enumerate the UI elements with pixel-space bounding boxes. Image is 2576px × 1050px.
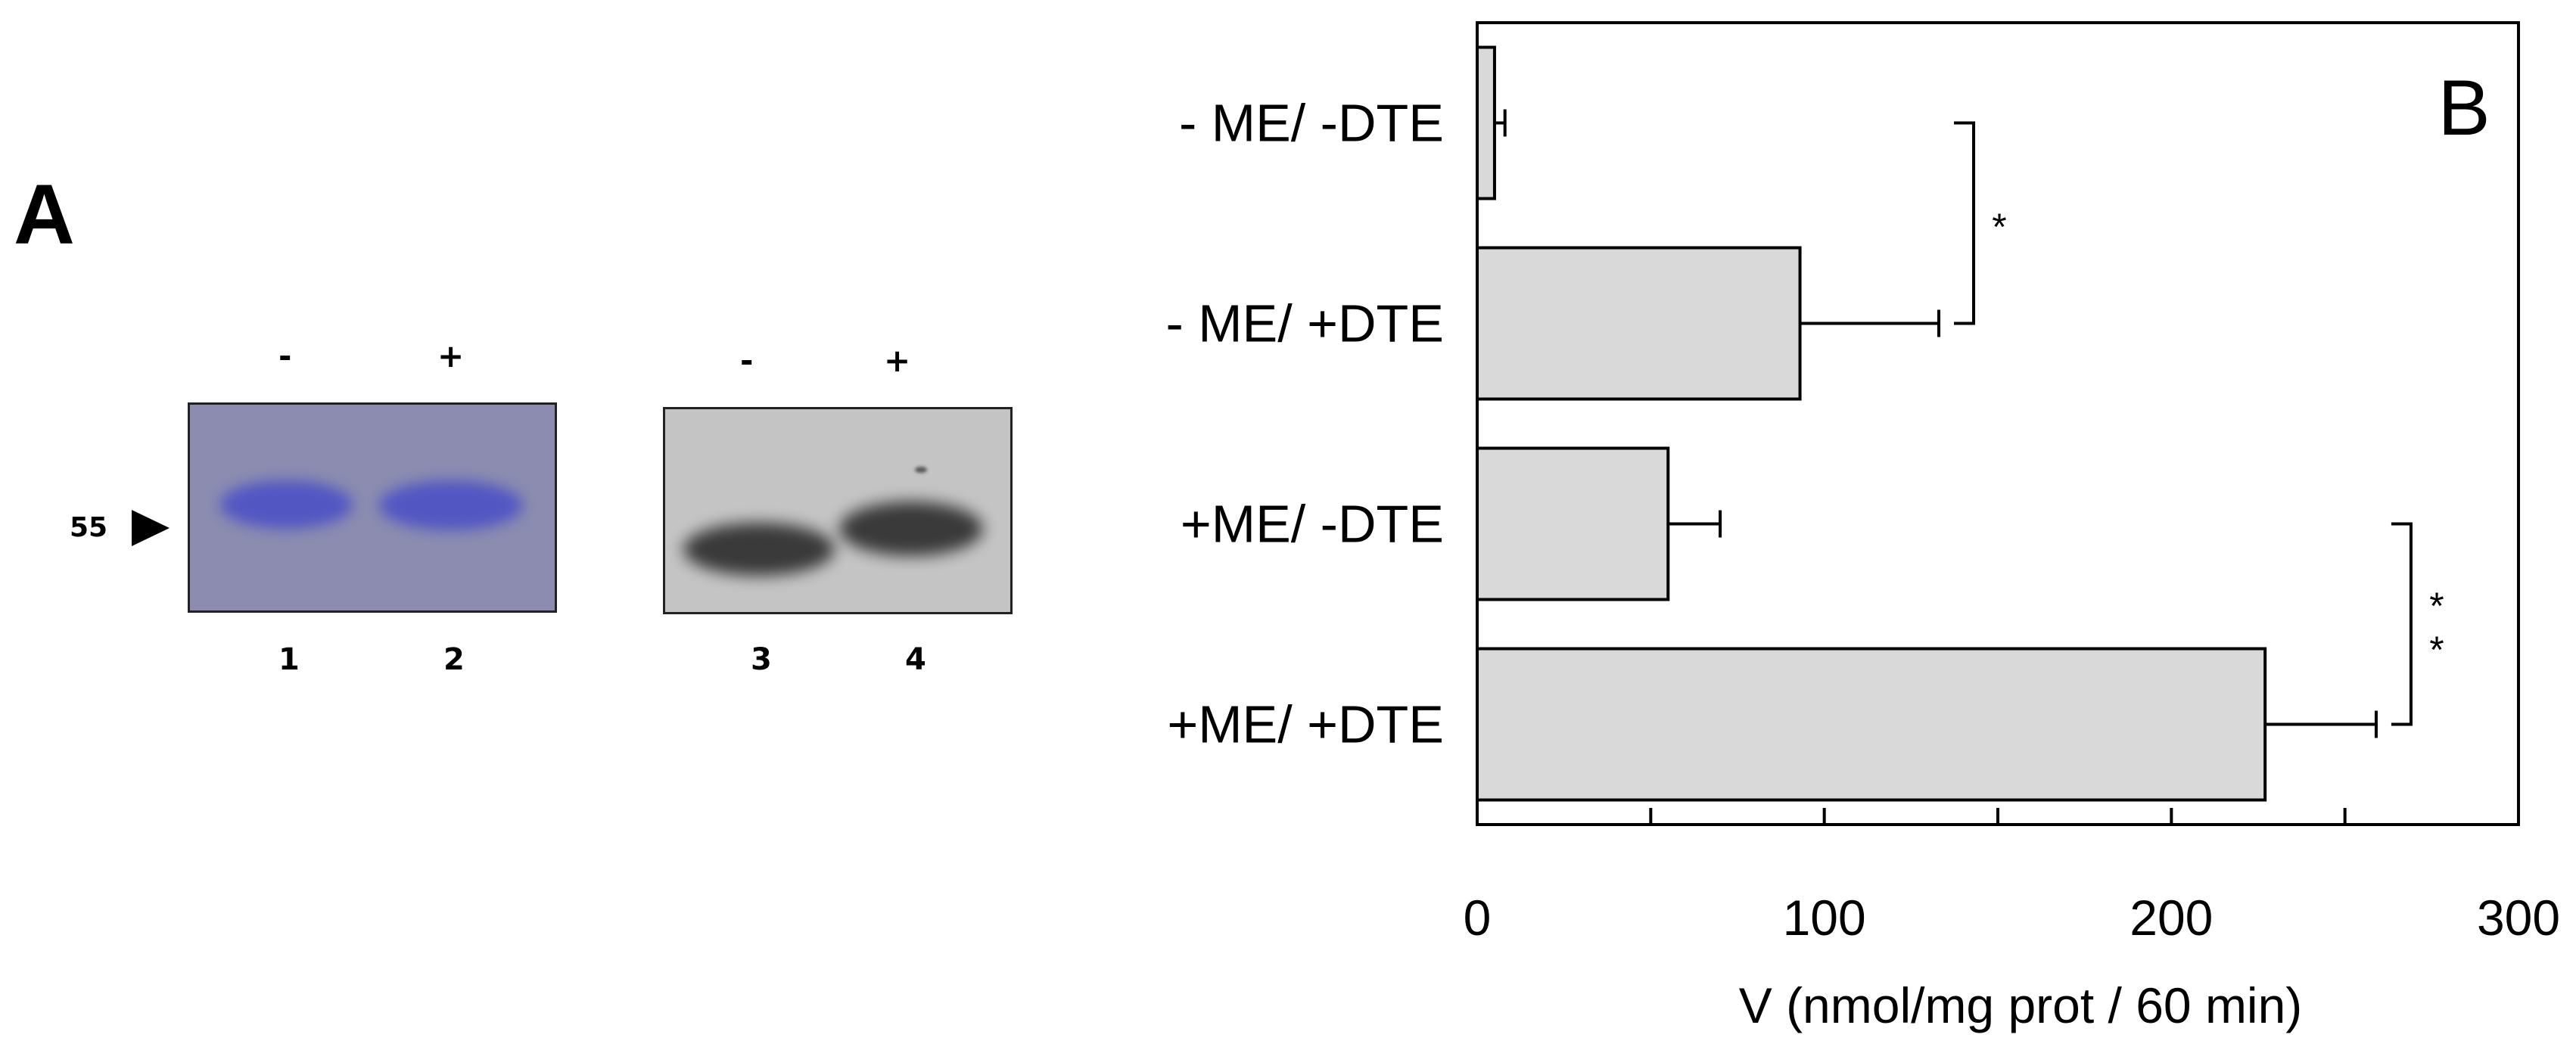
gel-2-plus-label: + (884, 342, 911, 379)
gel-1-minus-label: - (278, 337, 292, 374)
lane-number-4: 4 (905, 642, 926, 677)
category-label-2: - ME/ +DTE (1165, 294, 1444, 353)
bar-2 (1476, 246, 1802, 401)
panel-a-letter: A (14, 167, 75, 262)
x-tick-label-100: 100 (1783, 890, 1866, 946)
bar-4 (1476, 647, 2267, 802)
significance-bracket-2 (2391, 522, 2413, 726)
x-tick-label-300: 300 (2477, 890, 2560, 946)
category-label-3: +ME/ -DTE (1181, 495, 1444, 554)
blot-band-lane-3 (683, 523, 835, 576)
panel-b-letter: B (2438, 64, 2490, 152)
x-axis-label: V (nmol/mg prot / 60 min) (1739, 977, 2303, 1033)
gel-band-lane-1 (220, 480, 353, 529)
gel-2-minus-label: - (740, 342, 754, 379)
category-label-4: +ME/ +DTE (1167, 695, 1444, 754)
significance-bracket-1 (1954, 121, 1976, 325)
category-label-1: - ME/ -DTE (1179, 94, 1444, 153)
blot-speck (915, 467, 927, 473)
x-tick-label-200: 200 (2130, 890, 2213, 946)
blot-band-lane-4 (839, 502, 983, 556)
gel-1-plus-label: + (437, 337, 465, 374)
gel-band-lane-2 (379, 480, 523, 530)
lane-number-1: 1 (278, 642, 300, 677)
bar-1 (1476, 45, 1496, 200)
western-blot-image (663, 407, 1013, 614)
molecular-weight-label: 55 (70, 512, 108, 543)
coomassie-gel-image (188, 402, 557, 613)
significance-star-2-2: * (2429, 629, 2444, 671)
lane-number-2: 2 (443, 642, 465, 677)
bar-3 (1476, 446, 1670, 601)
x-tick-label-0: 0 (1464, 890, 1492, 946)
significance-star-1-1: * (1992, 206, 2006, 248)
significance-star-2-1: * (2429, 585, 2444, 627)
marker-arrow-icon (132, 510, 170, 546)
lane-number-3: 3 (751, 642, 772, 677)
